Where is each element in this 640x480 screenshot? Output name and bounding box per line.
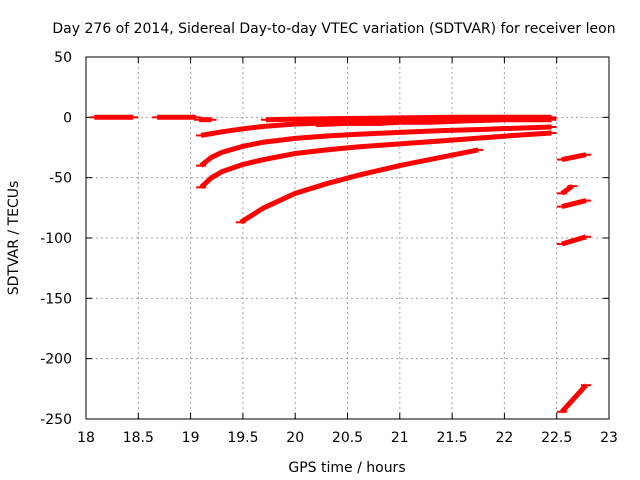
series-arc-6 — [199, 124, 552, 168]
x-tick-label: 21.5 — [437, 430, 468, 446]
y-tick-label: -200 — [40, 352, 72, 368]
y-tick-label: 0 — [63, 110, 72, 126]
x-axis-label: GPS time / hours — [288, 460, 405, 476]
y-tick-label: -250 — [40, 412, 72, 428]
data-series — [89, 114, 591, 414]
series-arc-11 — [560, 184, 574, 196]
y-tick-label: -50 — [49, 171, 72, 187]
series-arc-12 — [561, 198, 587, 210]
x-tick-label: 23 — [600, 430, 618, 446]
axis-ticks: 18 18.5 19 19.5 20 20.5 21 21.5 22 22.5 23 50 0 -50 -1… — [40, 50, 618, 446]
y-tick-label: 50 — [54, 50, 72, 66]
series-arc-13 — [561, 234, 587, 247]
series-arc-7 — [199, 130, 552, 190]
x-tick-label: 19 — [182, 430, 200, 446]
y-tick-label: -150 — [40, 291, 72, 307]
x-tick-label: 20 — [286, 430, 304, 446]
x-tick-label: 20.5 — [332, 430, 363, 446]
x-tick-label: 19.5 — [227, 430, 258, 446]
series-arc-8 — [239, 147, 479, 225]
x-tick-label: 22.5 — [541, 430, 572, 446]
x-tick-label: 21 — [391, 430, 409, 446]
chart-title: Day 276 of 2014, Sidereal Day-to-day VTE… — [52, 21, 615, 37]
series-arc-14 — [560, 383, 588, 414]
series-arc-9 — [316, 117, 552, 128]
x-tick-label: 18.5 — [123, 430, 154, 446]
x-tick-label: 18 — [77, 430, 95, 446]
y-axis-label: SDTVAR / TECUs — [6, 181, 22, 296]
y-tick-label: -100 — [40, 231, 72, 247]
grid — [86, 57, 609, 419]
x-tick-label: 22 — [495, 430, 513, 446]
